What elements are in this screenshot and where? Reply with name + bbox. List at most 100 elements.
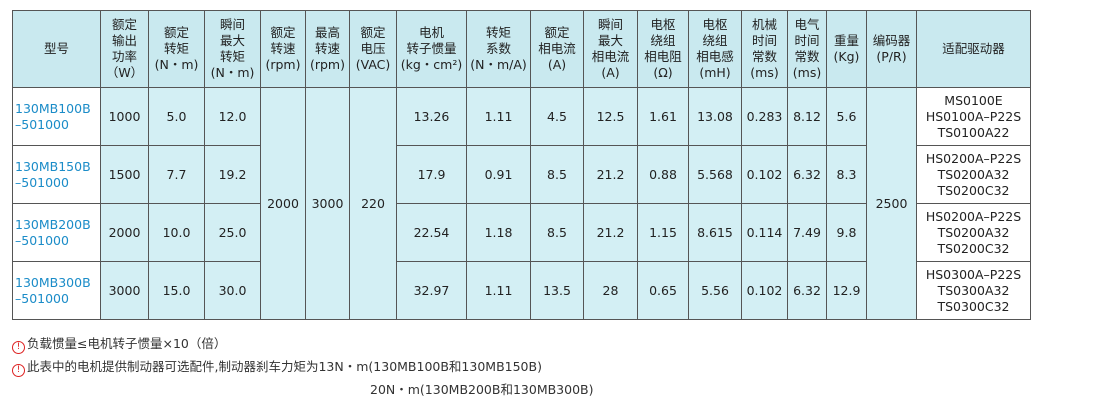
note-text: 20N・m(130MB200B和130MB300B) <box>370 382 594 397</box>
cell-line: 额定 <box>163 25 189 40</box>
table-cell: 130MB100B –501000 <box>12 87 101 146</box>
table-cell: 0.88 <box>637 145 689 204</box>
table-cell: 1.11 <box>466 87 531 146</box>
table-cell: 13.5 <box>530 261 584 320</box>
note: ! 负载惯量≤电机转子惯量×10（倍） <box>12 332 594 355</box>
cell-line: 瞬间 <box>219 17 245 32</box>
cell-line: (rpm) <box>265 57 301 72</box>
table-cell: 1000 <box>100 87 149 146</box>
table-cell: 0.65 <box>637 261 689 320</box>
table-cell: 12.5 <box>583 87 638 146</box>
cell-line: 适配驱动器 <box>942 41 1005 56</box>
cell-line: (VAC) <box>355 57 391 72</box>
header-cell: 额定 电压 (VAC) <box>349 10 397 88</box>
table-cell: 7.49 <box>787 203 827 262</box>
note-text: 此表中的电机提供制动器可选配件,制动器刹车力矩为13N・m(130MB100B和… <box>27 359 542 374</box>
table-cell: 2000 <box>100 203 149 262</box>
table-cell: 13.08 <box>688 87 742 146</box>
cell-line: 130MB200B <box>15 216 91 232</box>
table-cell: 1.61 <box>637 87 689 146</box>
note: 20N・m(130MB200B和130MB300B) <box>12 378 594 401</box>
cell-line: (P/R) <box>876 49 907 64</box>
cell-line: (kg・cm²) <box>400 57 463 72</box>
cell-line: 编码器 <box>872 33 911 48</box>
header-cell: 额定 转矩 (N・m) <box>148 10 205 88</box>
table-cell: 21.2 <box>583 145 638 204</box>
header-cell: 电机 转子惯量 (kg・cm²) <box>396 10 467 88</box>
cell-line: 机械 <box>751 17 777 32</box>
cell-line: 常数 <box>751 49 777 64</box>
table-cell: 25.0 <box>204 203 261 262</box>
cell-line: –501000 <box>15 290 69 306</box>
cell-line: 时间 <box>794 33 820 48</box>
cell-line: 额定 <box>360 25 386 40</box>
cell-line: （W） <box>105 65 144 80</box>
table-row: 130MB300B –501000 3000 15.0 30.0 32.97 1.11 13.… <box>12 261 1031 320</box>
spec-table-wrap: 型号 额定 输出 功率 （W） 额定 转矩 (N・m) 瞬间 最大 转矩 (N・m) 额定 转速 (rpm)… <box>12 10 1031 320</box>
table-cell: 12.9 <box>826 261 867 320</box>
note: ! 此表中的电机提供制动器可选配件,制动器刹车力矩为13N・m(130MB100B… <box>12 355 594 378</box>
table-cell: 0.283 <box>741 87 788 146</box>
table-cell: 4.5 <box>530 87 584 146</box>
cell-line: 额定 <box>111 17 137 32</box>
cell-line: 130MB150B <box>15 158 91 174</box>
cell-line: 最大 <box>597 33 623 48</box>
header-cell: 转矩 系数 (N・m/A) <box>466 10 531 88</box>
cell-line: HS0100A–P22S <box>925 108 1022 124</box>
spec-table: 型号 额定 输出 功率 （W） 额定 转矩 (N・m) 瞬间 最大 转矩 (N・m) 额定 转速 (rpm)… <box>12 10 1031 320</box>
table-cell: 1.18 <box>466 203 531 262</box>
cell-line: 转速 <box>270 41 296 56</box>
header-cell: 瞬间 最大 相电流 (A) <box>583 10 638 88</box>
table-cell: 10.0 <box>148 203 205 262</box>
cell-line: HS0300A–P22S <box>925 266 1022 282</box>
table-cell: 13.26 <box>396 87 467 146</box>
table-cell: HS0300A–P22S TS0300A32 TS0300C32 <box>916 261 1031 320</box>
header-cell: 编码器 (P/R) <box>866 10 917 88</box>
cell-line: 转子惯量 <box>406 41 457 56</box>
table-cell: 0.114 <box>741 203 788 262</box>
header-cell: 型号 <box>12 10 101 88</box>
header-cell: 重量 (Kg) <box>826 10 867 88</box>
cell-line: 相电流 <box>538 41 576 56</box>
table-cell: 6.32 <box>787 261 827 320</box>
cell-line: –501000 <box>15 232 69 248</box>
cell-line: MS0100E <box>944 92 1003 108</box>
cell-line: 额定 <box>270 25 296 40</box>
cell-line: 电压 <box>360 41 386 56</box>
table-cell: MS0100E HS0100A–P22S TS0100A22 <box>916 87 1031 146</box>
table-cell: 2000 <box>260 87 306 320</box>
table-cell: 6.32 <box>787 145 827 204</box>
table-cell: 5.0 <box>148 87 205 146</box>
table-cell: 8.3 <box>826 145 867 204</box>
cell-line: (N・m) <box>210 65 255 80</box>
table-cell: 22.54 <box>396 203 467 262</box>
header-cell: 额定 相电流 (A) <box>530 10 584 88</box>
table-cell: 30.0 <box>204 261 261 320</box>
cell-line: 最大 <box>219 33 245 48</box>
header-cell: 电枢 绕组 相电感 (mH) <box>688 10 742 88</box>
table-cell: 1500 <box>100 145 149 204</box>
table-cell: HS0200A–P22S TS0200A32 TS0200C32 <box>916 203 1031 262</box>
table-cell: 8.5 <box>530 145 584 204</box>
table-cell: 5.568 <box>688 145 742 204</box>
table-cell: 130MB300B –501000 <box>12 261 101 320</box>
table-row: 130MB200B –501000 2000 10.0 25.0 22.54 1.18 8.5… <box>12 203 1031 262</box>
cell-line: (N・m/A) <box>470 57 527 72</box>
cell-line: 相电感 <box>696 49 734 64</box>
cell-line: TS0300A32 <box>937 282 1010 298</box>
cell-line: (N・m) <box>154 57 199 72</box>
table-cell: HS0200A–P22S TS0200A32 TS0200C32 <box>916 145 1031 204</box>
table-cell: 15.0 <box>148 261 205 320</box>
table-cell: 5.6 <box>826 87 867 146</box>
cell-line: 功率 <box>111 49 137 64</box>
header-cell: 机械 时间 常数 (ms) <box>741 10 788 88</box>
cell-line: 转矩 <box>485 25 511 40</box>
table-cell: 130MB150B –501000 <box>12 145 101 204</box>
table-cell: 1.11 <box>466 261 531 320</box>
table-cell: 28 <box>583 261 638 320</box>
cell-line: 相电流 <box>591 49 630 64</box>
note-text: 负载惯量≤电机转子惯量×10（倍） <box>27 336 227 351</box>
cell-line: (Kg) <box>833 49 860 64</box>
cell-line: 绕组 <box>702 33 728 48</box>
cell-line: 时间 <box>751 33 777 48</box>
